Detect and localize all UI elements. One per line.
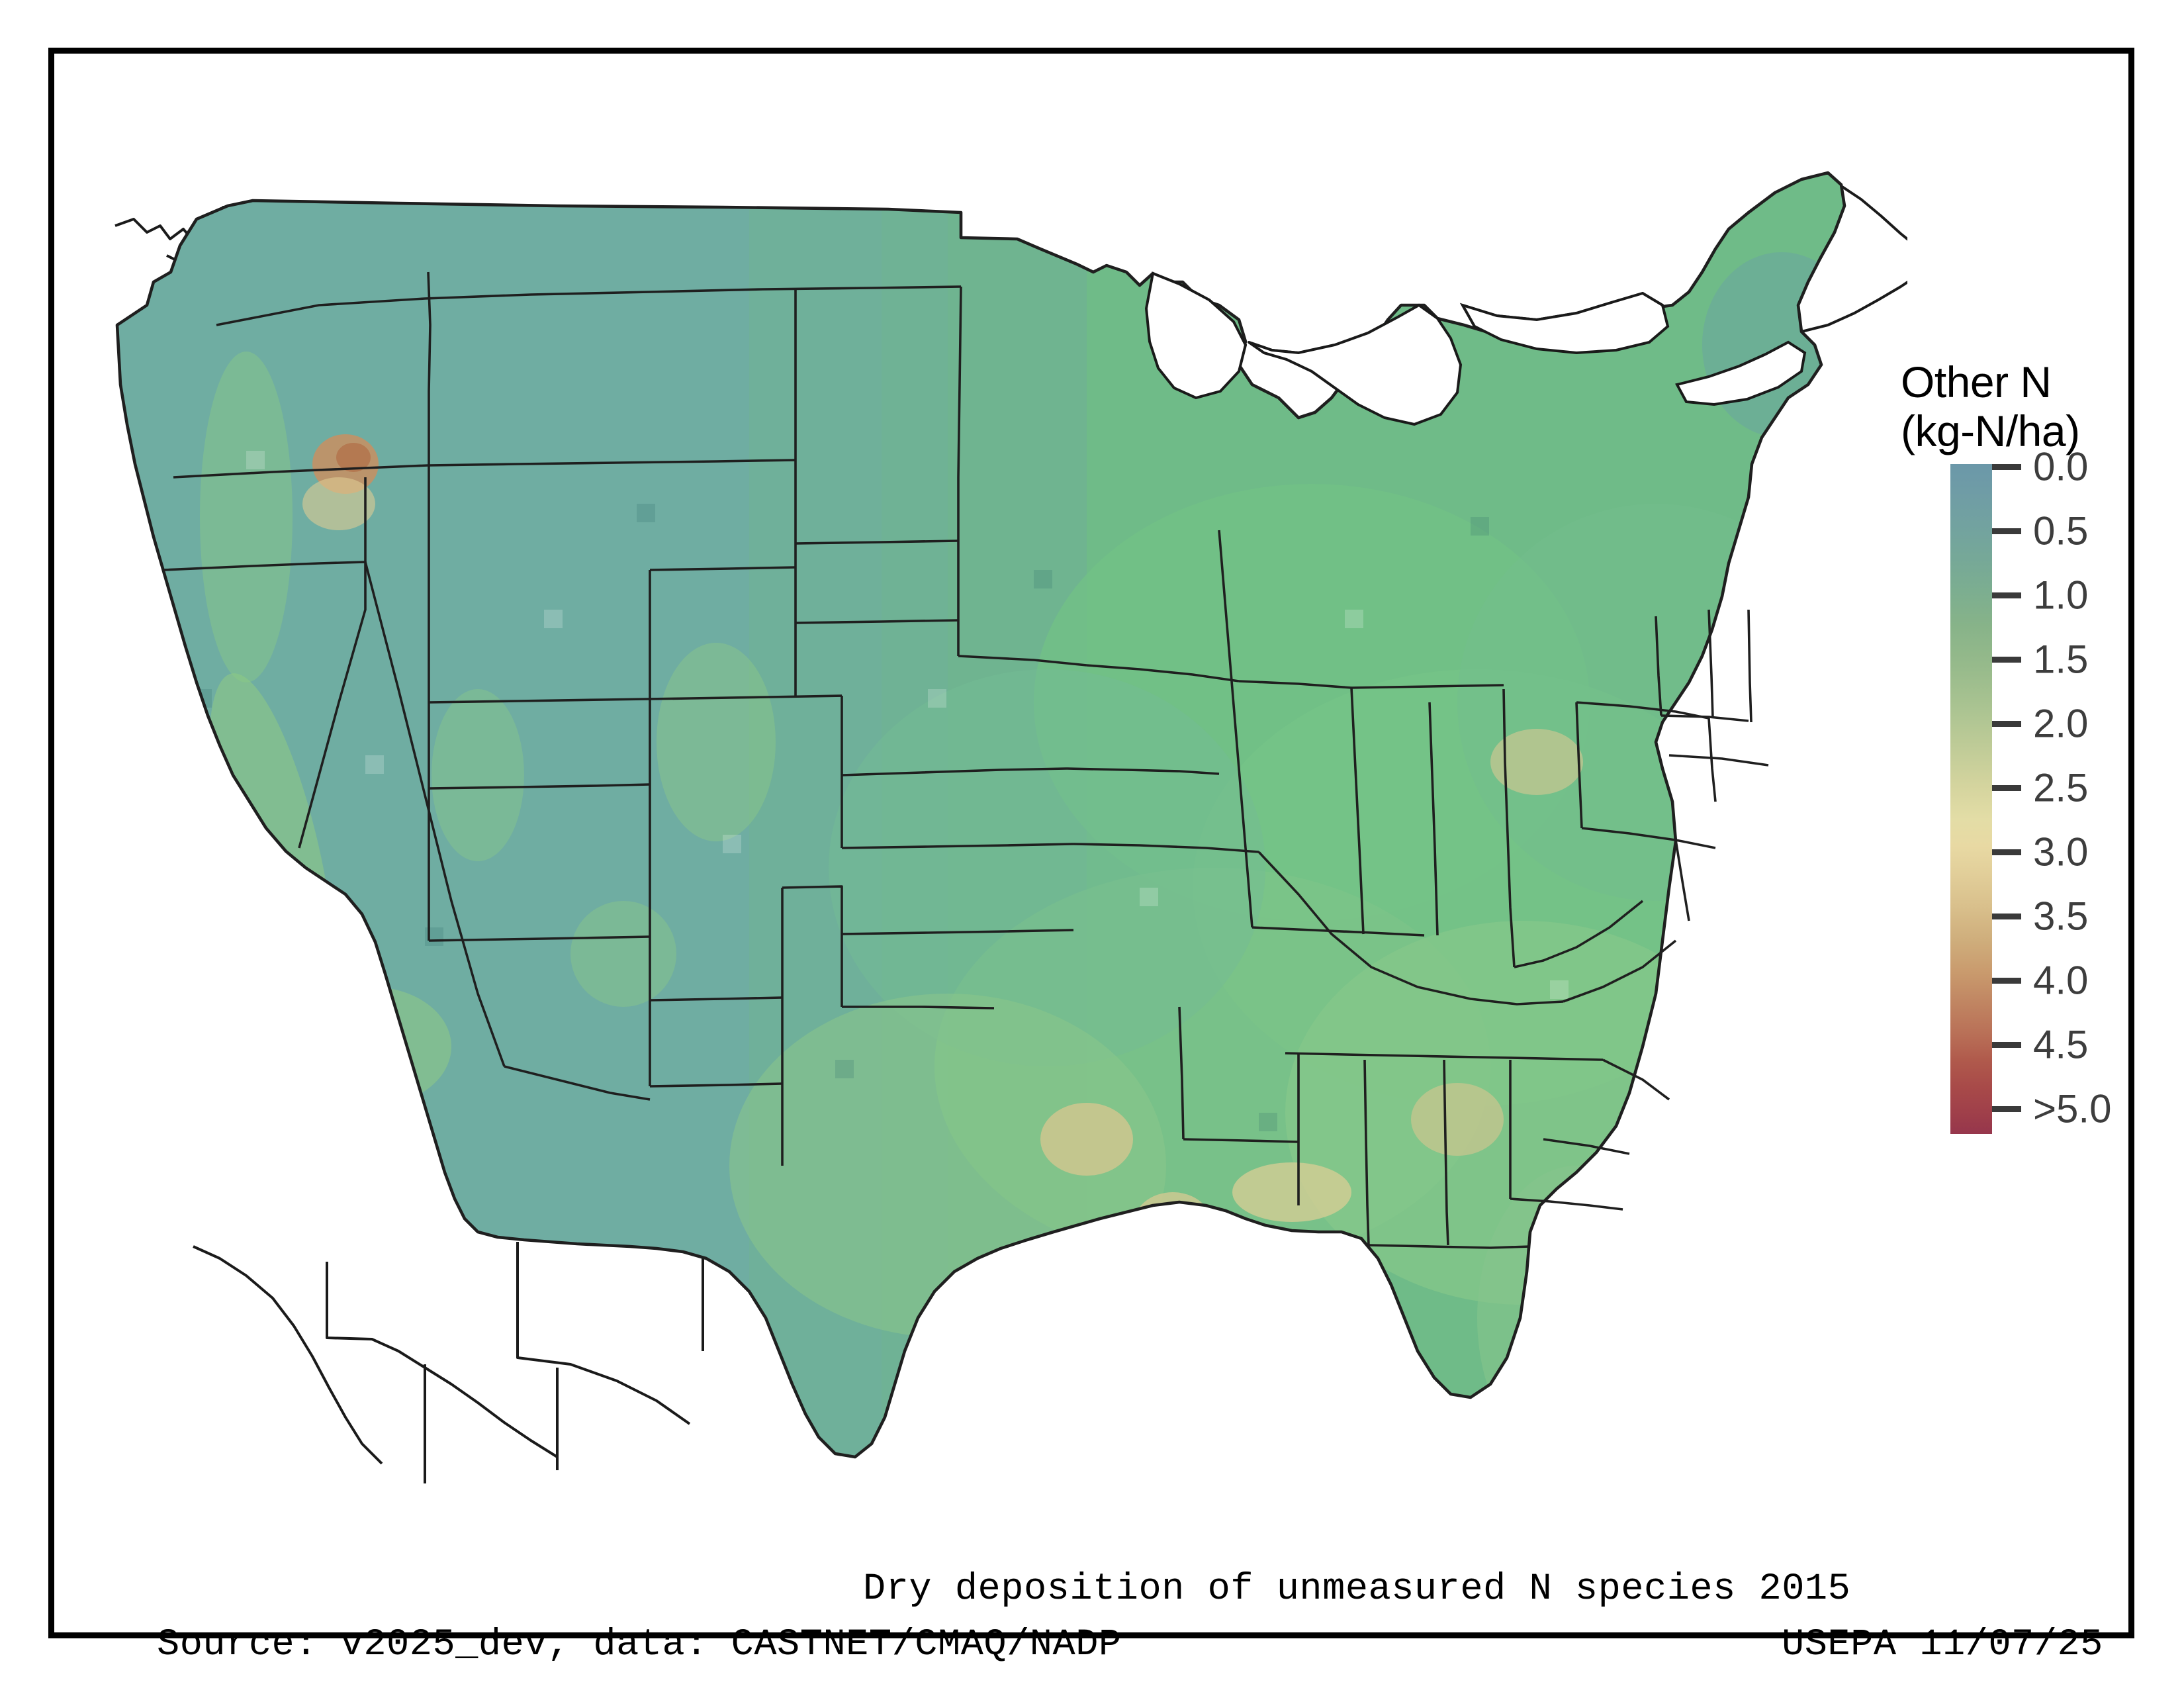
colorbar-tick-5 [1992,785,2021,791]
colorbar-label-3: 1.5 [2033,637,2089,682]
legend-title-line-1: Other N [1901,357,2052,406]
figure-caption: Dry deposition of unmeasured N species 2… [863,1568,1851,1611]
colorbar-tick-3 [1992,657,2021,663]
colorbar-tick-10 [1992,1106,2021,1112]
figure-source: Source: v2025_dev, data: CASTNET/CMAQ/NA… [157,1624,1122,1666]
colorbar-label-0: 0.0 [2033,444,2089,489]
colorbar-tick-0 [1992,464,2021,470]
colorbar-gradient [1950,464,1992,1134]
colorbar-label-2: 1.0 [2033,573,2089,618]
colorbar-tick-9 [1992,1042,2021,1048]
figure-agency-date: USEPA 11/07/25 [1782,1624,2103,1666]
colorbar-tick-1 [1992,528,2021,534]
colorbar-tick-7 [1992,914,2021,919]
colorbar-label-5: 2.5 [2033,765,2089,810]
figure-frame: Other N (kg-N/ha) 0.0 0.5 1.0 1.5 [48,48,2134,1666]
colorbar-label-4: 2.0 [2033,701,2089,746]
colorbar-tick-4 [1992,721,2021,727]
colorbar-label-8: 4.0 [2033,958,2089,1003]
colorbar-legend: Other N (kg-N/ha) 0.0 0.5 1.0 1.5 [1901,318,2152,1576]
legend-title: Other N (kg-N/ha) [1901,357,2080,456]
colorbar-label-9: 4.5 [2033,1022,2089,1067]
map-canvas [54,107,1907,1483]
colorbar-label-7: 3.5 [2033,894,2089,939]
colorbar-tick-8 [1992,978,2021,984]
legend-title-line-2: (kg-N/ha) [1901,406,2080,455]
colorbar-label-10: >5.0 [2033,1086,2112,1131]
state-boundaries [115,171,1846,1459]
great-lakes [1144,271,1807,426]
colorbar-tick-6 [1992,849,2021,855]
colorbar-tick-2 [1992,592,2021,598]
colorbar-label-6: 3.0 [2033,829,2089,874]
deposition-map [114,171,1907,1483]
colorbar-label-1: 0.5 [2033,508,2089,553]
colorbar-container: 0.0 0.5 1.0 1.5 2.0 2.5 3.0 3.5 4.0 4.5 … [1950,445,2149,1162]
